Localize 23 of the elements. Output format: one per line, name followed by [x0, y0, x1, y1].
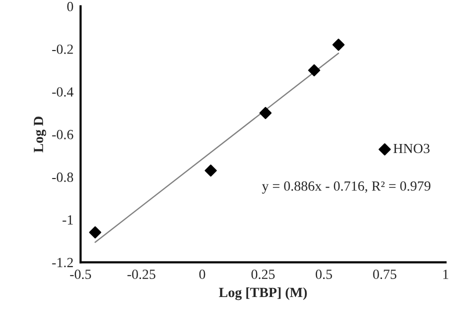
x-tick-label: 1: [443, 270, 448, 279]
legend-label: HNO3: [393, 144, 430, 154]
y-tick-label: -0.2: [52, 44, 73, 54]
x-axis-title: Log [TBP] (M): [218, 287, 307, 300]
point: [308, 64, 320, 76]
y-tick-label: -1: [62, 215, 73, 224]
y-tick-label: 0: [67, 2, 74, 12]
x-tick-label: 0: [199, 270, 206, 279]
x-tick-label: -0.25: [127, 270, 156, 280]
x-tick-label: 0.25: [251, 270, 275, 280]
point: [259, 106, 272, 120]
x-tick-label: -0.5: [70, 270, 92, 280]
x-tick-label: 0.5: [316, 270, 332, 280]
y-tick-label: -1.2: [52, 258, 73, 268]
x-tick-label: 0.75: [373, 270, 396, 280]
point: [204, 164, 217, 177]
y-axis-title: Log D: [34, 116, 46, 152]
y-tick-label: -0.6: [52, 130, 74, 140]
point: [89, 226, 102, 238]
annotation: y = 0.886x - 0.716, R² = 0.979: [262, 181, 430, 194]
y-tick-label: -0.8: [52, 172, 74, 182]
y-tick-label: -0.4: [52, 87, 74, 97]
point: [332, 38, 345, 51]
